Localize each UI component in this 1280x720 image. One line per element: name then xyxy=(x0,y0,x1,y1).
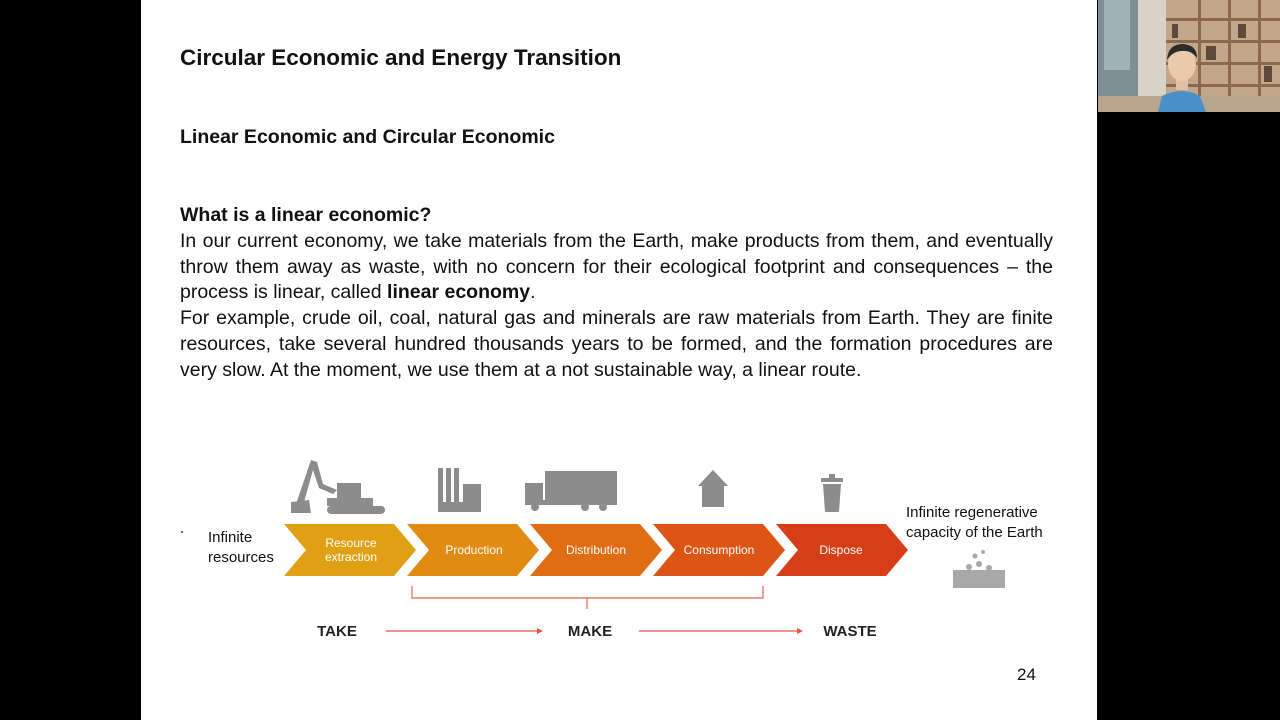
question-heading: What is a linear economic? xyxy=(180,204,432,226)
stage-label-production: Production xyxy=(445,543,502,557)
earth-pile-icon xyxy=(953,550,1005,588)
chevron-consumption xyxy=(653,524,785,576)
chevron-production xyxy=(407,524,539,576)
page-number: 24 xyxy=(1017,665,1036,684)
house-icon xyxy=(698,470,728,507)
slide-body: What is a linear economic? In our curren… xyxy=(180,203,1053,384)
paragraph-end: . xyxy=(530,281,536,304)
stage-label-consumption: Consumption xyxy=(684,543,755,557)
paragraph-text: In our current economy, we take material… xyxy=(180,229,1053,304)
slide-title: Circular Economic and Energy Transition xyxy=(180,45,622,70)
slide: Circular Economic and Energy Transition … xyxy=(141,0,1097,720)
webcam-video-thumbnail[interactable] xyxy=(1098,0,1280,112)
linear-economy-diagram: Resource extraction Production Distribut… xyxy=(181,460,1043,640)
phase-take: TAKE xyxy=(317,623,357,640)
arrow-make-to-waste xyxy=(639,628,803,634)
phase-make: MAKE xyxy=(568,623,612,640)
paragraph-example: For example, crude oil, coal, natural ga… xyxy=(180,307,1053,381)
excavator-icon xyxy=(291,460,385,514)
make-bracket xyxy=(411,586,764,609)
chevron-distribution xyxy=(530,524,662,576)
chevron-resource-extraction xyxy=(284,524,416,576)
presenter-video xyxy=(1098,0,1280,112)
phase-waste: WASTE xyxy=(823,623,876,640)
paragraph-linear-economy: In our current economy, we take material… xyxy=(180,229,1053,306)
right-label-line1: Infinite regenerative xyxy=(906,504,1038,521)
factory-icon xyxy=(438,468,481,512)
slide-subtitle: Linear Economic and Circular Economic xyxy=(180,126,555,148)
arrow-take-to-make xyxy=(386,628,543,634)
stage-label-distribution: Distribution xyxy=(566,543,626,557)
bullet-dot xyxy=(181,531,183,533)
stage-label-resource: Resource xyxy=(325,536,377,550)
left-label-resources: resources xyxy=(208,549,274,566)
right-label-line2: capacity of the Earth xyxy=(906,524,1043,541)
stage-label-dispose: Dispose xyxy=(819,543,863,557)
truck-icon xyxy=(525,471,617,511)
chevron-dispose xyxy=(776,524,908,576)
left-label-infinite: Infinite xyxy=(208,529,252,546)
stage-label-extraction: extraction xyxy=(325,550,377,564)
linear-economy-term: linear economy xyxy=(387,281,531,304)
trash-can-icon xyxy=(821,474,843,512)
